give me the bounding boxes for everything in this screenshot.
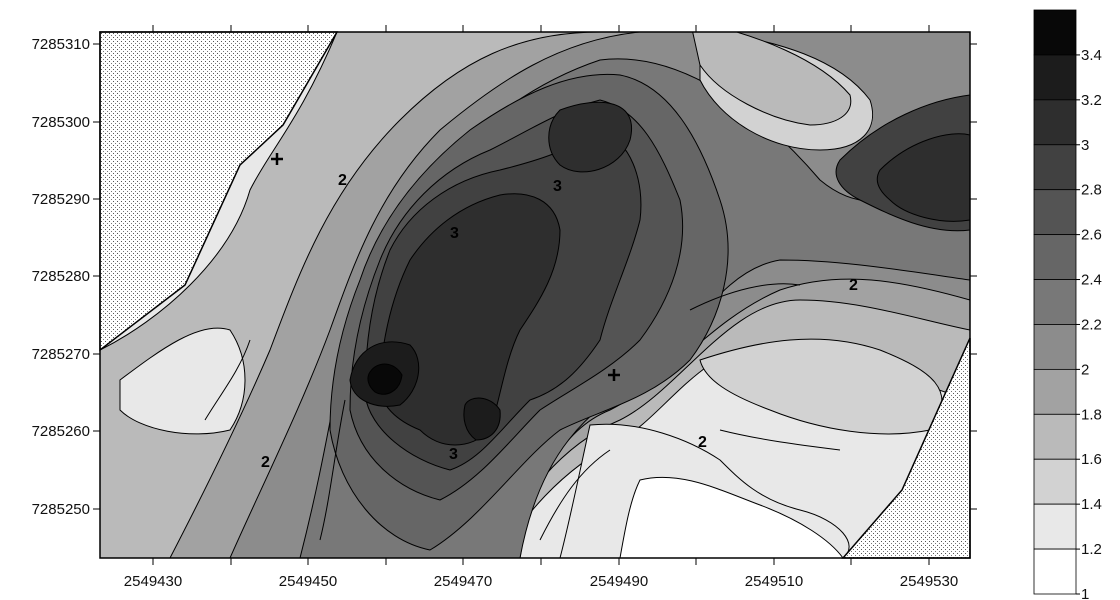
legend-label: 2 bbox=[1081, 361, 1089, 378]
contour-label: 3 bbox=[450, 225, 459, 242]
markers bbox=[271, 153, 620, 381]
y-tick-label: 7285250 bbox=[32, 501, 90, 518]
contour-field bbox=[100, 32, 970, 558]
x-tick-label: 2549430 bbox=[124, 573, 182, 590]
legend-swatch bbox=[1033, 144, 1077, 191]
cross-marker bbox=[271, 153, 283, 165]
legend-swatch bbox=[1033, 189, 1077, 236]
legend-label: 2.8 bbox=[1081, 182, 1102, 199]
y-tick-label: 7285290 bbox=[32, 191, 90, 208]
y-tick-label: 7285260 bbox=[32, 423, 90, 440]
y-tick-label: 7285300 bbox=[32, 114, 90, 131]
legend-label: 3.4 bbox=[1081, 47, 1102, 64]
y-tick-label: 7285310 bbox=[32, 36, 90, 53]
contour-label: 3 bbox=[553, 178, 562, 195]
legend-label: 1.2 bbox=[1081, 541, 1102, 558]
x-tick-label: 2549470 bbox=[434, 573, 492, 590]
contour-label: 2 bbox=[849, 277, 858, 294]
legend-swatch bbox=[1033, 99, 1077, 146]
legend-label: 1.8 bbox=[1081, 406, 1102, 423]
contour-labels: 2 2 2 2 3 3 3 bbox=[261, 172, 858, 471]
y-tick-label: 7285270 bbox=[32, 346, 90, 363]
plot-frame bbox=[99, 31, 971, 559]
legend-swatch bbox=[1033, 503, 1077, 550]
legend-swatch bbox=[1033, 413, 1077, 460]
contour-label: 3 bbox=[449, 446, 458, 463]
legend-label: 2.4 bbox=[1081, 272, 1102, 289]
legend-label: 3.2 bbox=[1081, 92, 1102, 109]
y-tick-label: 7285280 bbox=[32, 268, 90, 285]
x-axis: 2549430 2549450 2549470 2549490 2549510 25495… bbox=[124, 25, 958, 590]
legend-label: 1.6 bbox=[1081, 451, 1102, 468]
x-tick-label: 2549530 bbox=[900, 573, 958, 590]
cross-marker bbox=[608, 369, 620, 381]
legend-swatch bbox=[1033, 458, 1077, 505]
legend-swatch bbox=[1033, 279, 1077, 325]
contour-label: 2 bbox=[338, 172, 347, 189]
legend-label: 1.4 bbox=[1081, 496, 1102, 513]
x-tick-label: 2549450 bbox=[279, 573, 337, 590]
legend-swatch bbox=[1033, 54, 1077, 101]
legend-label: 3 bbox=[1081, 137, 1089, 154]
legend-label: 2.6 bbox=[1081, 227, 1102, 244]
y-axis: 7285310 7285300 7285290 7285280 7285270 72852… bbox=[32, 36, 977, 518]
contour-label: 2 bbox=[698, 434, 707, 451]
legend-swatch bbox=[1033, 548, 1077, 595]
contour-label: 2 bbox=[261, 454, 270, 471]
legend-swatch bbox=[1033, 324, 1077, 370]
legend-label: 2.2 bbox=[1081, 316, 1102, 333]
x-tick-label: 2549490 bbox=[590, 573, 648, 590]
legend-swatch bbox=[1033, 9, 1077, 56]
legend-swatch bbox=[1033, 368, 1077, 415]
x-tick-label: 2549510 bbox=[745, 573, 803, 590]
legend-swatch bbox=[1033, 234, 1077, 280]
color-scale-legend: 3.4 3.2 3 2.8 2.6 2.4 2.2 2 1.8 1.6 1.4 1.2 1 bbox=[1033, 9, 1102, 600]
legend-label: 1 bbox=[1081, 586, 1089, 600]
